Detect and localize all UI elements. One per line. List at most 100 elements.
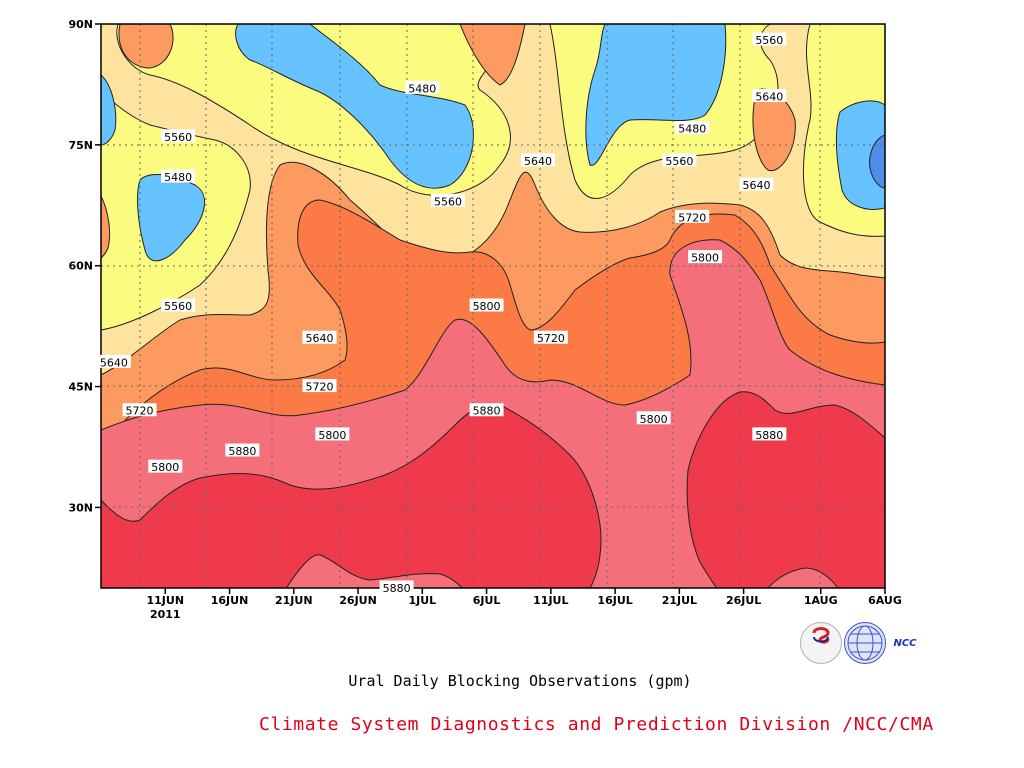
- x-tick-label: 26JUL: [726, 594, 761, 607]
- contour-label-text: 5880: [755, 429, 783, 442]
- x-tick-label: 1AUG: [804, 594, 838, 607]
- contour-label-text: 5560: [434, 195, 462, 208]
- y-tick-label: 75N: [68, 139, 93, 152]
- contour-label-text: 5880: [473, 405, 501, 418]
- x-tick-label: 26JUN: [339, 594, 377, 607]
- contour-label: 5720: [302, 379, 337, 394]
- x-tick-label: 11JUL: [533, 594, 568, 607]
- contour-label: 5720: [533, 330, 568, 345]
- contour-label-background: [675, 121, 710, 135]
- contour-label-background: [161, 169, 196, 183]
- contour-label-text: 5640: [755, 91, 783, 104]
- contour-label-text: 5720: [678, 211, 706, 224]
- contour-label: 5880: [752, 427, 787, 442]
- band-above-5960-region: [101, 403, 602, 588]
- contour-label: 5720: [122, 403, 157, 418]
- contour-label-background: [533, 330, 568, 344]
- contour-label-text: 5800: [640, 413, 668, 426]
- x-tick-label: 16JUN: [211, 594, 249, 607]
- band-5480-5560-region: [235, 24, 474, 189]
- x-tick-label: 6AUG: [868, 594, 902, 607]
- contour-label-background: [302, 379, 337, 393]
- contour-label-text: 5640: [100, 356, 128, 369]
- x-tick-label: 11JUN: [146, 594, 184, 607]
- x-tick-label: 1JUL: [408, 594, 436, 607]
- contour-label-background: [752, 427, 787, 441]
- contour-label: 5800: [315, 427, 350, 442]
- band-5480-5560-region: [585, 24, 727, 166]
- contour-label: 5640: [302, 330, 337, 345]
- band-above-5960-region: [686, 391, 885, 588]
- contour-label-text: 5560: [665, 155, 693, 168]
- contour-label: 5880: [469, 403, 504, 418]
- band-below-5480-region: [869, 134, 885, 189]
- contour-label-background: [662, 153, 697, 167]
- contour-label-background: [225, 443, 260, 457]
- x-year-label: 2011: [150, 608, 181, 621]
- contour-label-background: [520, 153, 555, 167]
- contour-label-text: 5640: [524, 155, 552, 168]
- contour-label-text: 5880: [383, 582, 411, 595]
- contour-label-background: [96, 354, 131, 368]
- contour-label-background: [431, 193, 466, 207]
- contour-label-background: [405, 80, 440, 94]
- contour-label-text: 5720: [305, 381, 333, 394]
- contour-label-text: 5800: [473, 300, 501, 313]
- contour-label: 5480: [675, 121, 710, 136]
- contour-label-background: [148, 459, 183, 473]
- contour-label-text: 5720: [537, 332, 565, 345]
- contour-label: 5640: [752, 89, 787, 104]
- contour-label: 5640: [96, 354, 131, 369]
- contour-label: 5800: [636, 411, 671, 426]
- contour-label-text: 5560: [164, 131, 192, 144]
- contour-label-background: [315, 427, 350, 441]
- band-5720-5800-region: [118, 24, 174, 69]
- contour-label: 5800: [469, 298, 504, 313]
- contour-label: 5800: [688, 250, 723, 265]
- gridlines: [101, 24, 885, 588]
- contour-label: 5560: [752, 32, 787, 47]
- contour-label: 5880: [225, 443, 260, 458]
- contour-label-text: 5480: [408, 82, 436, 95]
- x-tick-label: 16JUL: [597, 594, 632, 607]
- contour-label-text: 5640: [305, 332, 333, 345]
- contour-label-background: [752, 32, 787, 46]
- contour-label-text: 5800: [151, 461, 179, 474]
- y-tick-label: 30N: [68, 501, 93, 514]
- contour-label: 5560: [161, 129, 196, 144]
- x-tick-label: 6JUL: [473, 594, 501, 607]
- bcc-logo: BCC: [800, 622, 870, 664]
- x-tick-label: 21JUN: [275, 594, 313, 607]
- contour-label-text: 5800: [691, 252, 719, 265]
- contour-label: 5480: [161, 169, 196, 184]
- globe-icon: [847, 625, 883, 661]
- contour-label-text: 5560: [755, 34, 783, 47]
- ncc-logo-text: NCC: [893, 638, 917, 649]
- contour-label: 5640: [739, 177, 774, 192]
- contour-label-background: [675, 209, 710, 223]
- chart-title: Ural Daily Blocking Observations (gpm): [348, 672, 692, 690]
- contour-label-text: 5560: [164, 300, 192, 313]
- y-tick-label: 60N: [68, 260, 93, 273]
- contour-label-text: 5720: [126, 405, 154, 418]
- y-tick-label: 90N: [68, 18, 93, 31]
- contour-label: 5560: [662, 153, 697, 168]
- contour-label-text: 5480: [678, 123, 706, 136]
- band-5880-5960-notch: [286, 554, 463, 588]
- contour-label-background: [161, 129, 196, 143]
- contour-label-background: [379, 580, 414, 594]
- ncc-logo: NCC: [844, 622, 917, 664]
- plot-frame: [100, 23, 886, 589]
- contour-fill-layer: [101, 24, 885, 588]
- contour-labels: 5480 5480 5480 5560 5560 5560 5560 5560 5640 5640…: [96, 32, 787, 595]
- contour-label: 5560: [161, 298, 196, 313]
- contour-label-background: [469, 298, 504, 312]
- contour-label-background: [302, 330, 337, 344]
- x-axis: 11JUN 16JUN 21JUN 26JUN 1JUL 6JUL 11JUL 16JUL 21…: [146, 588, 902, 621]
- contour-label-text: 5480: [164, 171, 192, 184]
- contour-label-text: 5800: [318, 429, 346, 442]
- band-5480-5560-region: [835, 100, 885, 210]
- band-5720-5800-region: [459, 24, 526, 86]
- credit-text: Climate System Diagnostics and Predictio…: [259, 714, 934, 735]
